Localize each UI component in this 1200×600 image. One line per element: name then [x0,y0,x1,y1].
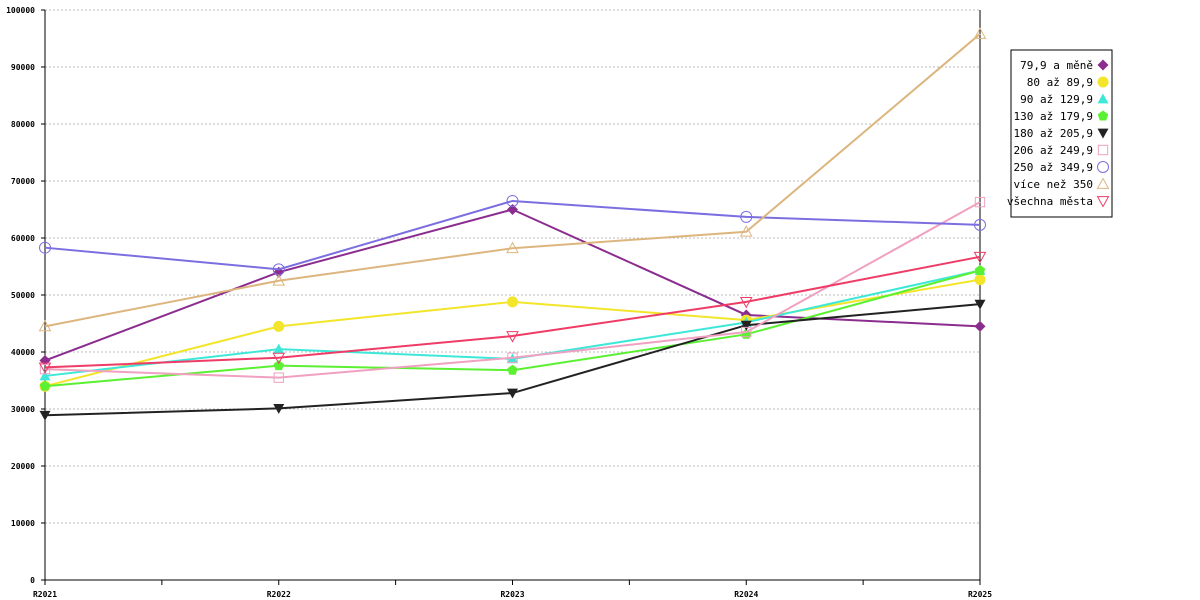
data-point [506,331,519,343]
data-point [974,218,986,231]
data-point [973,251,987,264]
axes: 0 10000 20000 30000 40000 50000 60000 70000 8000… [6,6,992,599]
y-tick-label: 20000 [11,462,35,471]
legend-item: více než 350 [1014,177,1110,191]
legend: 79,9 a měně 80 až 89,9 90 až 129,9 130 až 1… [1007,49,1113,218]
data-point [39,380,51,391]
legend-marker [1097,128,1109,139]
y-tick-label: 40000 [11,348,35,357]
legend-marker [1097,76,1109,88]
legend-item: 250 až 349,9 [1014,161,1109,174]
legend-item: 206 až 249,9 [1014,144,1109,157]
data-point [740,320,752,331]
data-point [507,364,518,375]
y-tick-label: 60000 [11,234,35,243]
data-point [272,274,286,286]
y-tick-label: 90000 [11,63,35,72]
series-line [44,201,981,379]
legend-item: 180 až 205,9 [1014,127,1109,140]
x-tick-label: R2023 [500,590,524,599]
legend-item: všechna města [1007,195,1110,208]
series-6 [39,196,986,383]
legend-label: více než 350 [1014,178,1093,191]
data-point [39,370,51,381]
data-point [273,320,285,332]
legend-marker [1096,177,1110,189]
data-point [273,404,285,414]
legend-item: 79,9 a měně [1020,59,1109,72]
series-9 [38,251,987,374]
legend-label: 79,9 a měně [1020,59,1093,72]
x-tick-label: R2021 [33,590,57,599]
legend-label: 80 až 89,9 [1027,76,1093,89]
x-tick-label: R2022 [267,590,291,599]
legend-item: 130 až 179,9 [1014,110,1109,123]
legend-marker [1096,196,1110,208]
x-tick-label: R2025 [968,590,992,599]
data-point [739,296,753,309]
data-point [507,296,518,308]
data-point [506,194,519,207]
legend-box [1010,49,1113,218]
series-line [44,199,981,271]
data-point [38,319,52,332]
legend-label: 90 až 129,9 [1020,93,1093,106]
data-point [739,225,753,237]
data-point [507,388,518,399]
data-point [973,27,987,39]
data-point [39,410,51,421]
data-point [273,372,284,383]
grid [45,9,980,524]
data-point [974,299,986,310]
data-point [974,196,986,208]
data-point [974,264,986,275]
data-point [741,326,752,338]
series-8 [38,27,987,332]
x-tick-label: R2024 [734,590,758,599]
data-point [273,360,284,371]
data-point [272,352,286,365]
series-line [44,33,981,328]
data-point [974,320,986,332]
series-line [44,208,981,362]
legend-marker [1097,93,1109,104]
series-layer [38,27,987,421]
y-tick-label: 70000 [11,177,35,186]
series-line [44,255,981,369]
legend-marker [1097,161,1109,173]
legend-label: všechna města [1007,195,1093,208]
data-point [273,343,285,354]
legend-label: 206 až 249,9 [1014,144,1093,157]
data-point [38,362,52,374]
data-point [506,241,519,254]
y-tick-label: 30000 [11,405,35,414]
legend-item: 90 až 129,9 [1020,93,1109,106]
y-tick-label: 80000 [11,120,35,129]
series-5 [39,299,986,421]
legend-marker [1097,144,1109,156]
legend-label: 250 až 349,9 [1014,161,1093,174]
data-point [740,210,753,223]
data-point [974,274,986,286]
legend-item: 80 až 89,9 [1027,76,1109,89]
y-tick-label: 10000 [11,519,35,528]
data-point [507,352,518,363]
y-tick-label: 0 [30,576,35,585]
series-7 [39,194,986,276]
y-tick-label: 100000 [6,6,35,15]
legend-label: 130 až 179,9 [1014,110,1093,123]
legend-marker [1097,110,1109,121]
data-point [39,241,51,254]
y-tick-label: 50000 [11,291,35,300]
legend-marker [1097,59,1109,71]
legend-label: 180 až 205,9 [1014,127,1093,140]
data-point [507,204,518,215]
